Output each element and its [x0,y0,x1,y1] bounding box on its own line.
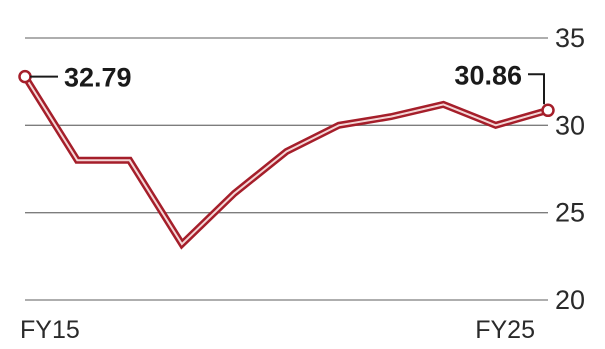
y-axis-tick-labels: 20 25 30 35 [555,23,585,315]
y-tick-label: 25 [555,198,585,228]
data-label: 32.79 [64,63,132,93]
x-tick-label: FY15 [20,316,80,344]
data-annotations: 32.79 30.86 [18,60,555,118]
grid-lines [25,37,548,301]
x-tick-label: FY25 [475,316,535,344]
y-tick-label: 35 [555,23,585,53]
data-label: 30.86 [454,60,522,90]
y-tick-label: 20 [555,285,585,315]
y-tick-label: 30 [555,110,585,140]
series-line [22,74,549,250]
endpoint-marker [541,103,555,118]
annotation-leader [528,73,545,105]
series-line-inner [24,76,549,246]
x-axis-tick-labels: FY15 FY25 [20,316,535,344]
endpoint-marker [18,69,32,84]
